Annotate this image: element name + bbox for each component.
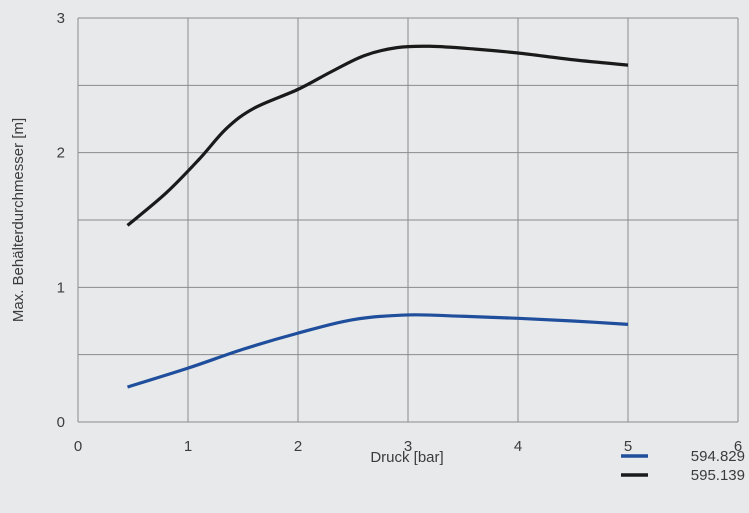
series-line-595-139 (126, 44, 629, 227)
legend-label: 595.139 (691, 467, 745, 484)
x-axis-ticks: 0 1 2 3 4 5 6 (74, 438, 742, 455)
y-tick-label: 2 (57, 145, 65, 162)
x-tick-label: 3 (404, 438, 412, 455)
x-tick-label: 6 (734, 438, 742, 455)
x-tick-label: 4 (514, 438, 522, 455)
grid-lines (77, 17, 739, 423)
x-tick-label: 1 (184, 438, 192, 455)
legend: 594.829 595.139 (621, 448, 745, 484)
x-tick-label: 2 (294, 438, 302, 455)
x-tick-label: 0 (74, 438, 82, 455)
y-axis-title: Max. Behälterdurchmesser [m] (10, 118, 27, 322)
y-tick-label: 3 (57, 10, 65, 27)
x-axis-title: Druck [bar] (370, 449, 443, 466)
series-lines (126, 44, 629, 389)
x-tick-label: 5 (624, 438, 632, 455)
series-line-594-829 (127, 313, 629, 389)
legend-label: 594.829 (691, 448, 745, 465)
y-tick-label: 0 (57, 414, 65, 431)
y-axis-ticks: 0 1 2 3 (57, 10, 65, 431)
y-tick-label: 1 (57, 279, 65, 296)
